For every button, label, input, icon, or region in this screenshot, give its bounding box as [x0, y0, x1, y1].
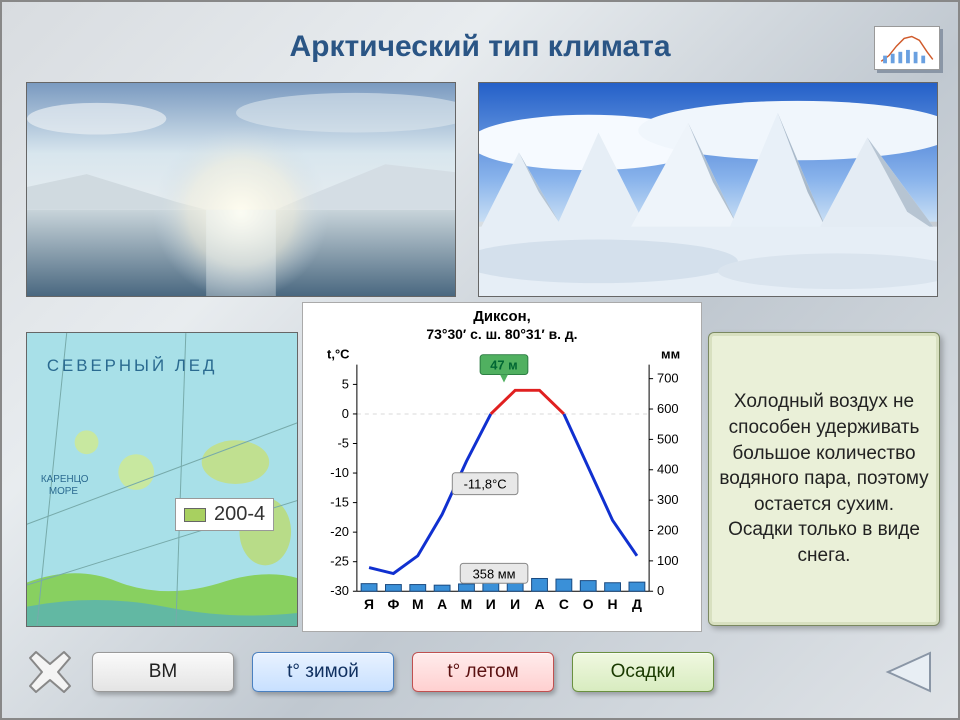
- photo-arctic-mountains: [478, 82, 938, 297]
- svg-text:-25: -25: [330, 554, 349, 569]
- svg-text:358 мм: 358 мм: [473, 566, 516, 581]
- svg-text:100: 100: [657, 553, 679, 568]
- svg-text:С: С: [559, 596, 569, 612]
- back-button[interactable]: [882, 649, 934, 695]
- svg-text:-11,8°C: -11,8°C: [464, 477, 507, 492]
- air-mass-button[interactable]: ВМ: [92, 652, 234, 692]
- svg-text:700: 700: [657, 371, 679, 386]
- svg-text:М: М: [461, 596, 473, 612]
- map-ocean-label: СЕВЕРНЫЙ ЛЕД: [47, 356, 218, 375]
- svg-text:73°30′ с. ш. 80°31′ в. д.: 73°30′ с. ш. 80°31′ в. д.: [426, 326, 577, 342]
- precip-button[interactable]: Осадки: [572, 652, 714, 692]
- svg-text:И: И: [486, 596, 496, 612]
- svg-text:0: 0: [657, 583, 664, 598]
- svg-text:-5: -5: [337, 435, 348, 450]
- button-row: ВМ t° зимой t° летом Осадки: [2, 648, 958, 696]
- temp-winter-button[interactable]: t° зимой: [252, 652, 394, 692]
- map-panel: СЕВЕРНЫЙ ЛЕД КАРЕНЦО МОРЕ 200-4: [26, 332, 298, 627]
- svg-text:500: 500: [657, 431, 679, 446]
- legend-swatch-icon: [184, 508, 206, 522]
- svg-text:И: И: [510, 596, 520, 612]
- info-panel: Холодный воздух не способен удерживать б…: [708, 332, 940, 626]
- svg-text:Д: Д: [632, 596, 642, 612]
- svg-text:Ф: Ф: [387, 596, 399, 612]
- svg-text:Диксон,: Диксон,: [473, 309, 531, 325]
- svg-text:47 м: 47 м: [490, 358, 518, 373]
- svg-text:0: 0: [342, 406, 349, 421]
- info-text: Холодный воздух не способен удерживать б…: [719, 389, 929, 568]
- svg-text:О: О: [583, 596, 594, 612]
- chart-thumbnail[interactable]: [874, 26, 940, 70]
- photo-arctic-sea: [26, 82, 456, 297]
- svg-text:-20: -20: [330, 524, 349, 539]
- svg-text:КАРЕНЦО: КАРЕНЦО: [41, 474, 89, 485]
- svg-text:400: 400: [657, 462, 679, 477]
- svg-text:-10: -10: [330, 465, 349, 480]
- svg-text:200: 200: [657, 522, 679, 537]
- svg-text:М: М: [412, 596, 424, 612]
- svg-text:А: А: [534, 596, 544, 612]
- climate-chart: Диксон,73°30′ с. ш. 80°31′ в. д.t,°Cмм50…: [302, 302, 702, 632]
- svg-text:600: 600: [657, 401, 679, 416]
- legend-text: 200-4: [214, 503, 265, 526]
- svg-text:-15: -15: [330, 495, 349, 510]
- svg-text:300: 300: [657, 492, 679, 507]
- temp-summer-button[interactable]: t° летом: [412, 652, 554, 692]
- close-button[interactable]: [26, 648, 74, 696]
- svg-text:5: 5: [342, 376, 349, 391]
- svg-text:мм: мм: [661, 347, 680, 362]
- svg-text:Н: Н: [608, 596, 618, 612]
- svg-text:МОРЕ: МОРЕ: [49, 486, 79, 497]
- page-title: Арктический тип климата: [2, 30, 958, 64]
- svg-text:-30: -30: [330, 583, 349, 598]
- svg-text:А: А: [437, 596, 447, 612]
- svg-text:t,°C: t,°C: [327, 347, 349, 362]
- svg-text:Я: Я: [364, 596, 374, 612]
- map-legend: 200-4: [175, 498, 274, 531]
